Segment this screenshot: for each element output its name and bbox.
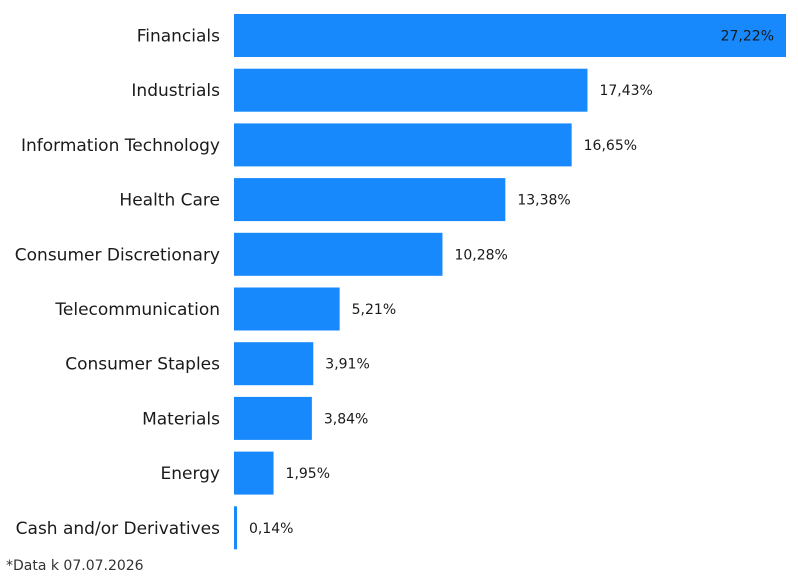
category-label: Financials	[137, 27, 220, 47]
category-label: Information Technology	[21, 136, 220, 156]
category-label: Cash and/or Derivatives	[16, 519, 220, 539]
bar	[234, 396, 312, 440]
bar	[234, 506, 237, 550]
value-label: 13,38%	[517, 193, 570, 209]
category-label: Materials	[142, 409, 220, 429]
bar	[234, 178, 506, 222]
bar	[234, 451, 274, 495]
bar	[234, 287, 340, 331]
value-label: 16,65%	[584, 138, 637, 154]
footnote: *Data k 07.07.2026	[6, 558, 144, 574]
category-label: Energy	[160, 464, 220, 484]
value-label: 0,14%	[249, 521, 293, 537]
bar	[234, 14, 786, 57]
bar	[234, 342, 314, 386]
bar	[234, 68, 588, 112]
value-label: 3,91%	[325, 357, 369, 373]
value-label: 10,28%	[454, 247, 507, 263]
value-label: 17,43%	[599, 83, 652, 99]
category-label: Consumer Discretionary	[15, 245, 220, 265]
category-label: Telecommunication	[54, 300, 220, 320]
category-label: Consumer Staples	[65, 355, 220, 375]
category-label: Industrials	[131, 81, 220, 101]
value-label: 1,95%	[286, 466, 330, 482]
value-label: 5,21%	[352, 302, 396, 318]
value-label: 3,84%	[324, 411, 368, 427]
value-label: 27,22%	[721, 29, 774, 45]
bar	[234, 123, 572, 167]
bar	[234, 232, 443, 276]
category-label: Health Care	[119, 191, 220, 211]
